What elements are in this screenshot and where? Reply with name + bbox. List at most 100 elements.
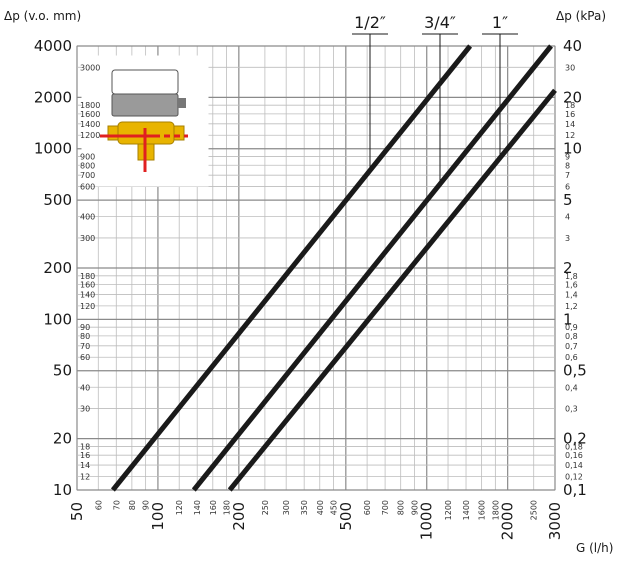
y-left-tick-label: 12: [80, 472, 90, 481]
x-tick-label: 160: [209, 500, 218, 515]
x-tick-label: 50: [68, 502, 86, 521]
x-tick-label: 200: [230, 502, 248, 531]
x-tick-label: 80: [128, 500, 137, 510]
x-tick-label: 120: [175, 500, 184, 515]
y-right-tick-label: 0,12: [565, 472, 583, 481]
x-tick-label: 100: [149, 502, 167, 531]
x-tick-label: 180: [223, 500, 232, 515]
y-right-tick-label: 0,4: [565, 383, 578, 392]
y-left-tick-label: 1400: [80, 120, 100, 129]
y-left-tick-label: 200: [43, 259, 72, 277]
series-label: 1/2″: [354, 13, 386, 32]
y-right-tick-label: 1: [563, 310, 573, 328]
valve-port-right: [173, 125, 185, 141]
y-right-tick-label: 0,3: [565, 405, 578, 414]
y-right-tick-label: 12: [565, 131, 575, 140]
x-tick-label: 700: [381, 500, 390, 515]
x-tick-label: 250: [261, 500, 270, 515]
y-left-tick-label: 700: [80, 171, 95, 180]
y-right-tick-label: 4: [565, 213, 570, 222]
y-left-tick-label: 100: [43, 310, 72, 328]
x-tick-label: 60: [94, 500, 103, 510]
y-right-tick-label: 40: [563, 37, 582, 55]
y-right-tick-label: 0,1: [563, 481, 587, 499]
y-right-tick-label: 1,2: [565, 302, 578, 311]
x-tick-label: 900: [410, 500, 419, 515]
y-right-tick-label: 5: [563, 191, 573, 209]
y-right-tick-label: 16: [565, 110, 575, 119]
y-right-tick-label: 8: [565, 161, 570, 170]
x-axis-title: G (l/h): [576, 541, 613, 555]
y-right-tick-label: 18: [565, 101, 575, 110]
x-tick-label: 3000: [546, 502, 564, 540]
y-left-tick-label: 1800: [80, 101, 100, 110]
y-left-tick-label: 140: [80, 290, 95, 299]
series-lines: [110, 44, 557, 492]
y-right-tick-label: 0,2: [563, 430, 587, 448]
y-right-tick-label: 7: [565, 171, 570, 180]
actuator-connector: [178, 98, 186, 108]
y-axis-left-title: Δp (v.o. mm): [4, 9, 81, 23]
series-leaders: 1/2″ 3/4″ 1″: [352, 13, 518, 185]
y-left-tick-label: 18: [80, 442, 90, 451]
y-right-tick-label: 0,9: [565, 323, 578, 332]
y-left-tick-label: 180: [80, 272, 95, 281]
y-right-tick-label: 10: [563, 140, 582, 158]
y-left-tick-label: 70: [80, 342, 90, 351]
y-right-tick-label: 0,18: [565, 442, 583, 451]
y-left-tick-label: 10: [53, 481, 72, 499]
x-tick-label: 1800: [491, 500, 500, 520]
x-tick-label: 1000: [418, 502, 436, 540]
series-label: 3/4″: [424, 13, 456, 32]
y-left-tick-label: 160: [80, 281, 95, 290]
x-tick-label: 140: [193, 500, 202, 515]
y-right-tick-label: 14: [565, 120, 575, 129]
y-left-tick-label: 1600: [80, 110, 100, 119]
y-left-tick-label: 40: [80, 383, 90, 392]
series-label: 1″: [492, 13, 508, 32]
x-tick-label: 400: [316, 500, 325, 515]
y-left-tick-label: 120: [80, 302, 95, 311]
x-tick-label: 70: [112, 500, 121, 510]
y-left-tick-label: 1000: [34, 140, 72, 158]
x-tick-label: 1200: [444, 500, 453, 520]
y-left-tick-label: 800: [80, 161, 95, 170]
y-right-tick-label: 1,8: [565, 272, 578, 281]
series-line: [110, 44, 473, 492]
y-right-tick-label: 9: [565, 153, 570, 162]
y-left-tick-label: 30: [80, 405, 90, 414]
y-left-tick-label: 60: [80, 353, 90, 362]
y-right-tick-label: 0,14: [565, 461, 583, 470]
y-left-tick-label: 16: [80, 451, 90, 460]
y-right-tick-label: 0,7: [565, 342, 578, 351]
y-right-tick-label: 1,4: [565, 290, 578, 299]
x-tick-label: 300: [282, 500, 291, 515]
series-line: [227, 88, 557, 492]
x-tick-label: 1600: [478, 500, 487, 520]
y-right-tick-label: 2: [563, 259, 573, 277]
y-left-tick-label: 600: [80, 183, 95, 192]
valve-port-left: [107, 125, 119, 141]
y-left-tick-label: 80: [80, 332, 90, 341]
y-right-tick-label: 30: [565, 63, 575, 72]
x-tick-label: 600: [363, 500, 372, 515]
y-left-tick-label: 400: [80, 213, 95, 222]
actuator-body: [111, 69, 179, 95]
y-left-tick-label: 50: [53, 362, 72, 380]
y-left-tick-label: 20: [53, 430, 72, 448]
y-right-tick-label: 3: [565, 234, 570, 243]
x-tick-label: 500: [337, 502, 355, 531]
y-left-tick-label: 90: [80, 323, 90, 332]
y-right-tick-label: 0,5: [563, 362, 587, 380]
x-tick-label: 90: [142, 500, 151, 510]
x-tick-label: 350: [300, 500, 309, 515]
x-tick-label: 2000: [499, 502, 517, 540]
y-right-tick-label: 0,6: [565, 353, 578, 362]
x-tick-label: 800: [397, 500, 406, 515]
y-right-tick-label: 0,8: [565, 332, 578, 341]
y-left-tick-label: 900: [80, 153, 95, 162]
y-right-tick-label: 20: [563, 88, 582, 106]
y-left-tick-label: 3000: [80, 63, 100, 72]
